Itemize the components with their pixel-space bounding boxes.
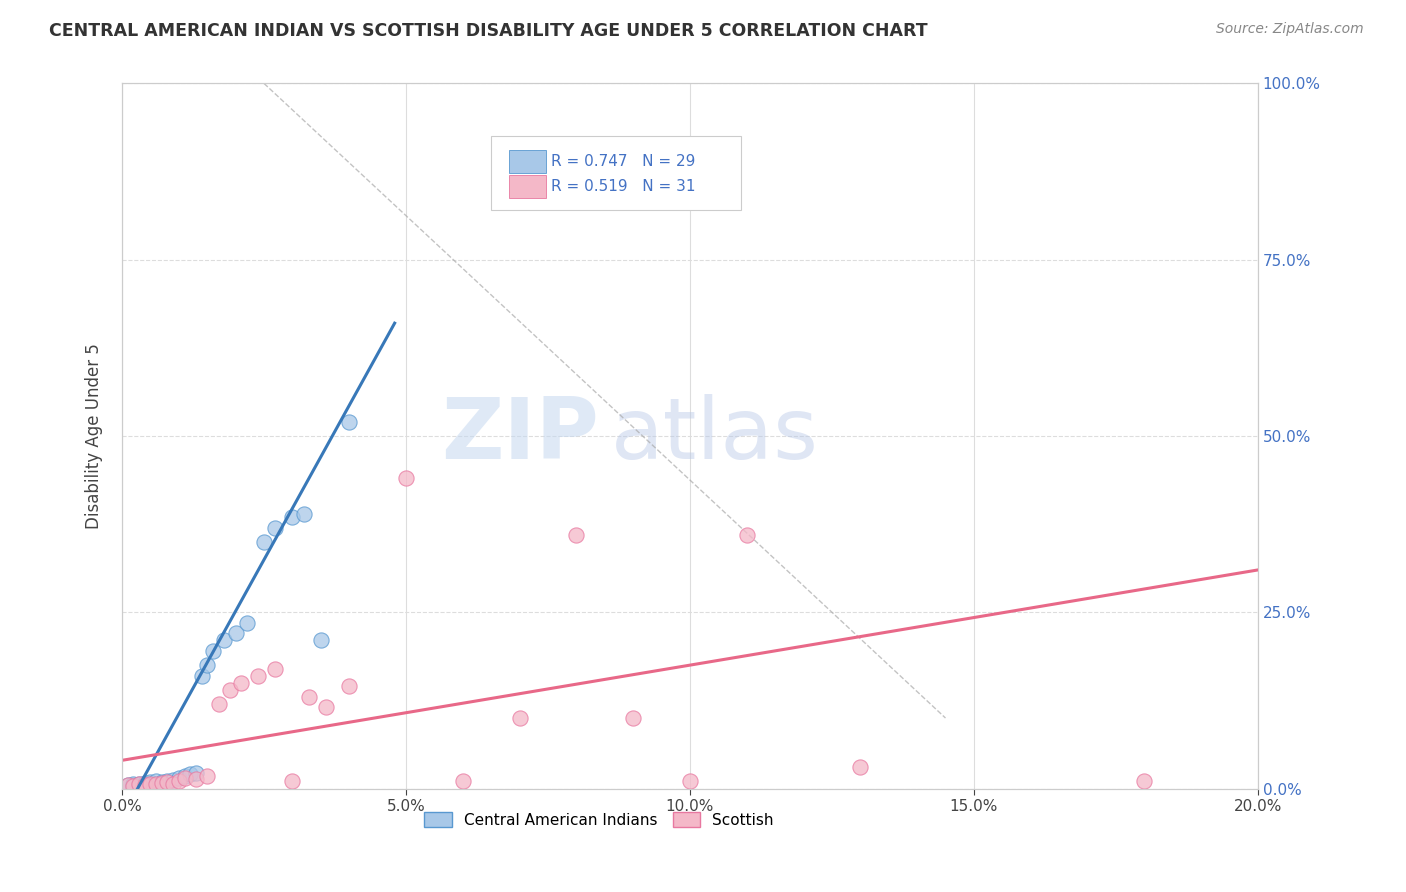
- Scottish: [735, 527, 758, 541]
- Scottish: [247, 669, 270, 683]
- Scottish: [150, 776, 173, 790]
- Central American Indians: [122, 779, 145, 793]
- Central American Indians: [150, 775, 173, 789]
- Scottish: [509, 711, 531, 725]
- Scottish: [145, 777, 167, 791]
- Scottish: [128, 777, 150, 791]
- Scottish: [173, 771, 195, 785]
- Central American Indians: [122, 777, 145, 791]
- Scottish: [621, 711, 644, 725]
- Text: ZIP: ZIP: [441, 394, 599, 477]
- Scottish: [207, 697, 229, 711]
- Scottish: [162, 776, 184, 790]
- Central American Indians: [162, 773, 184, 788]
- Central American Indians: [156, 773, 179, 788]
- Scottish: [565, 527, 588, 541]
- Central American Indians: [253, 534, 276, 549]
- Central American Indians: [225, 626, 247, 640]
- Central American Indians: [195, 658, 218, 673]
- Central American Indians: [167, 771, 190, 785]
- Central American Indians: [117, 778, 139, 792]
- Scottish: [219, 682, 242, 697]
- Central American Indians: [128, 776, 150, 790]
- Scottish: [134, 778, 156, 792]
- Text: CENTRAL AMERICAN INDIAN VS SCOTTISH DISABILITY AGE UNDER 5 CORRELATION CHART: CENTRAL AMERICAN INDIAN VS SCOTTISH DISA…: [49, 22, 928, 40]
- Scottish: [679, 774, 702, 789]
- Scottish: [167, 774, 190, 789]
- Scottish: [156, 775, 179, 789]
- Central American Indians: [184, 766, 207, 780]
- Central American Indians: [236, 615, 259, 630]
- Central American Indians: [173, 769, 195, 783]
- Central American Indians: [139, 776, 162, 790]
- Scottish: [395, 471, 418, 485]
- Central American Indians: [134, 777, 156, 791]
- Scottish: [1133, 774, 1156, 789]
- Text: Source: ZipAtlas.com: Source: ZipAtlas.com: [1216, 22, 1364, 37]
- Scottish: [195, 769, 218, 783]
- Central American Indians: [179, 767, 201, 781]
- Scottish: [337, 679, 360, 693]
- Scottish: [122, 779, 145, 793]
- Scottish: [298, 690, 321, 704]
- Scottish: [264, 662, 287, 676]
- FancyBboxPatch shape: [491, 136, 741, 211]
- Central American Indians: [309, 633, 332, 648]
- Scottish: [231, 675, 253, 690]
- Central American Indians: [128, 778, 150, 792]
- Central American Indians: [201, 644, 224, 658]
- FancyBboxPatch shape: [509, 151, 546, 173]
- Central American Indians: [139, 775, 162, 789]
- Central American Indians: [190, 669, 212, 683]
- Text: R = 0.747   N = 29: R = 0.747 N = 29: [551, 154, 696, 169]
- Scottish: [281, 774, 304, 789]
- Central American Indians: [337, 415, 360, 429]
- Central American Indians: [214, 633, 236, 648]
- Central American Indians: [134, 776, 156, 790]
- Scottish: [184, 772, 207, 787]
- Scottish: [117, 778, 139, 792]
- Scottish: [139, 776, 162, 790]
- Central American Indians: [145, 774, 167, 789]
- Central American Indians: [292, 507, 315, 521]
- Central American Indians: [281, 510, 304, 524]
- Text: R = 0.519   N = 31: R = 0.519 N = 31: [551, 179, 696, 194]
- FancyBboxPatch shape: [509, 175, 546, 198]
- Text: atlas: atlas: [610, 394, 818, 477]
- Legend: Central American Indians, Scottish: Central American Indians, Scottish: [418, 805, 780, 834]
- Y-axis label: Disability Age Under 5: Disability Age Under 5: [86, 343, 103, 529]
- Scottish: [849, 760, 872, 774]
- Central American Indians: [264, 521, 287, 535]
- Scottish: [451, 774, 474, 789]
- Scottish: [315, 700, 337, 714]
